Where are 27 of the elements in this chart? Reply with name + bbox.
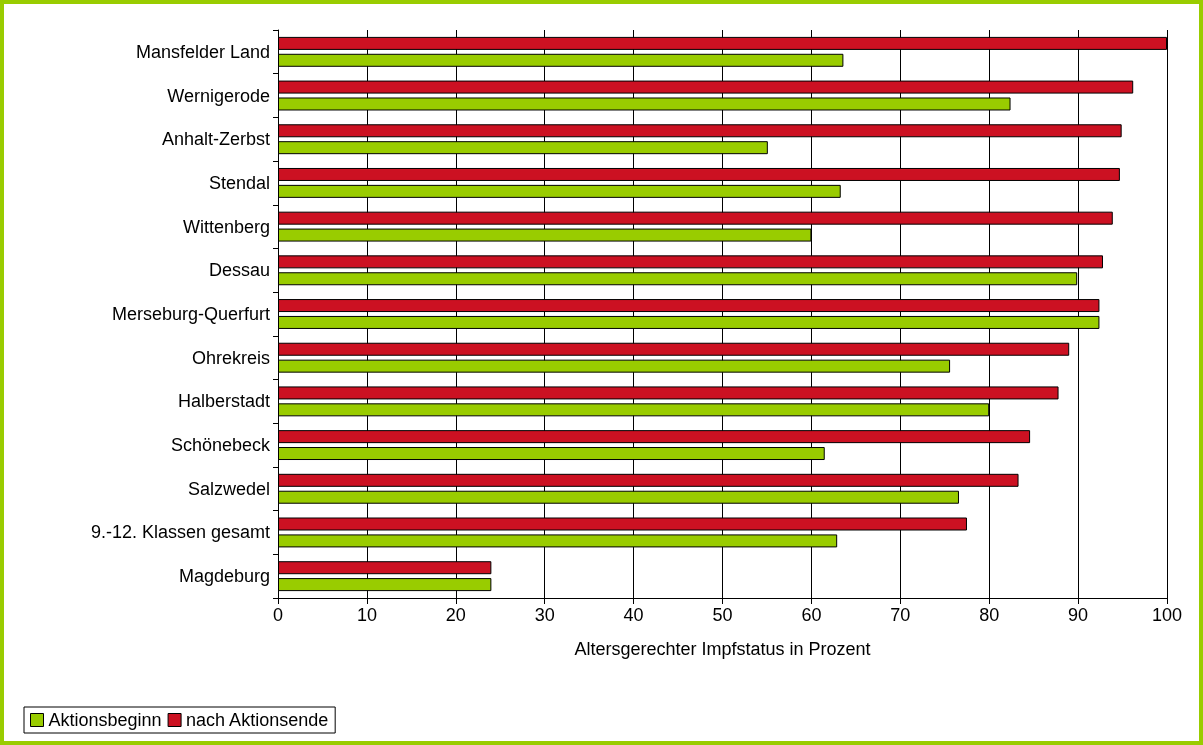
- y-tick-label: Mansfelder Land: [135, 41, 270, 62]
- x-tick-label: 10: [356, 605, 377, 625]
- y-tick-label: Schönebeck: [170, 435, 271, 456]
- y-tick-label: Wernigerode: [167, 85, 270, 106]
- y-tick-label: Anhalt-Zerbst: [161, 129, 270, 150]
- x-tick-label: 30: [534, 605, 555, 625]
- y-tick-label: Stendal: [208, 172, 270, 193]
- legend-label: Aktionsbeginn: [48, 710, 162, 730]
- x-tick-label: 80: [979, 605, 1000, 625]
- x-tick-label: 100: [1151, 605, 1183, 625]
- x-tick-label: 0: [272, 605, 284, 625]
- x-tick-label: 70: [890, 605, 911, 625]
- x-tick-label: 20: [445, 605, 466, 625]
- x-axis-title: Altersgerechter Impfstatus in Prozent: [574, 639, 871, 659]
- y-tick-label: Ohrekreis: [191, 347, 270, 368]
- y-tick-label: Wittenberg: [182, 216, 270, 237]
- y-tick-label: Halberstadt: [177, 391, 270, 412]
- y-tick-label: Dessau: [208, 260, 270, 281]
- y-tick-label: Magdeburg: [178, 566, 270, 587]
- x-tick-label: 60: [801, 605, 822, 625]
- y-tick-label: Salzwedel: [187, 478, 270, 499]
- x-tick-label: 50: [712, 605, 733, 625]
- legend-label: nach Aktionsende: [186, 710, 329, 730]
- y-tick-label: Merseburg-Querfurt: [111, 304, 270, 324]
- x-tick-label: 90: [1068, 605, 1089, 625]
- x-tick-label: 40: [623, 605, 644, 625]
- y-tick-label: 9.-12. Klassen gesamt: [90, 522, 270, 543]
